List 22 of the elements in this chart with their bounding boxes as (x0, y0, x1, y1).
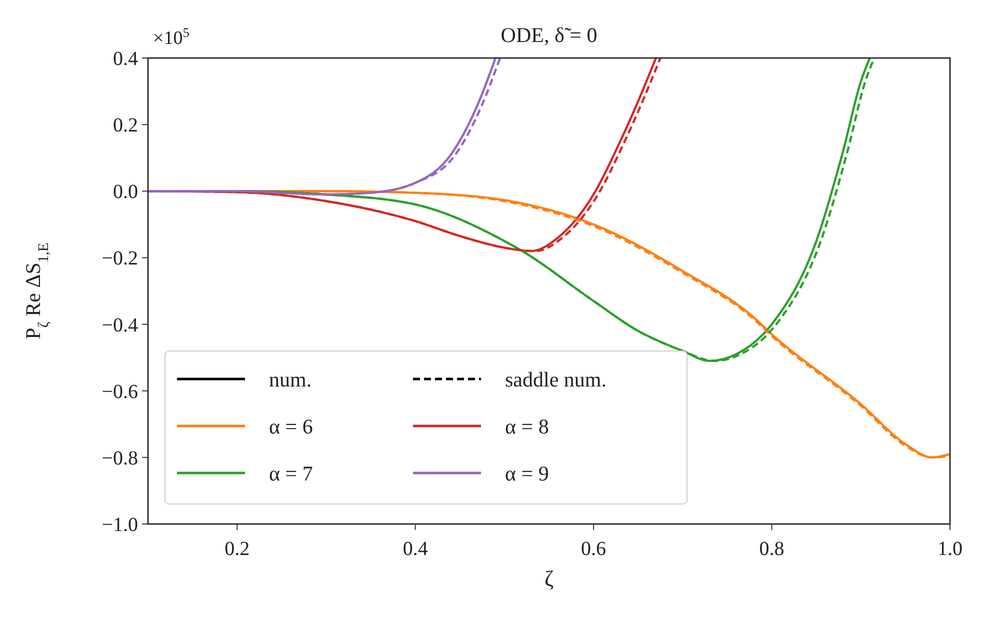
x-tick-label: 0.4 (402, 538, 428, 560)
x-tick-label: 0.2 (224, 538, 250, 560)
y-tick-label: 0.4 (113, 48, 138, 70)
legend-label: α = 9 (505, 461, 549, 486)
y-tick-label: −0.8 (102, 447, 138, 470)
y-tick-label: 0.0 (113, 181, 138, 204)
y-tick-label: 0.2 (113, 114, 138, 137)
legend-label: saddle num. (505, 367, 606, 392)
x-tick-label: 1.0 (938, 538, 962, 560)
x-tick-label: 0.6 (581, 538, 606, 560)
chart-title: ODE, δ̃ = 0 (500, 23, 598, 47)
y-tick-label: −0.4 (102, 314, 138, 336)
x-axis-title: ζ (544, 566, 554, 591)
legend-label: α = 7 (269, 461, 313, 486)
x-tick-label: 0.8 (759, 538, 784, 560)
y-tick-label: −1.0 (102, 514, 138, 536)
legend-label: num. (269, 367, 312, 392)
y-tick-label: −0.2 (102, 248, 138, 270)
y-tick-label: −0.6 (102, 380, 138, 403)
legend-label: α = 8 (505, 414, 549, 438)
text: ×10$^{5}$ (153, 24, 190, 49)
legend-label: α = 6 (269, 414, 313, 438)
